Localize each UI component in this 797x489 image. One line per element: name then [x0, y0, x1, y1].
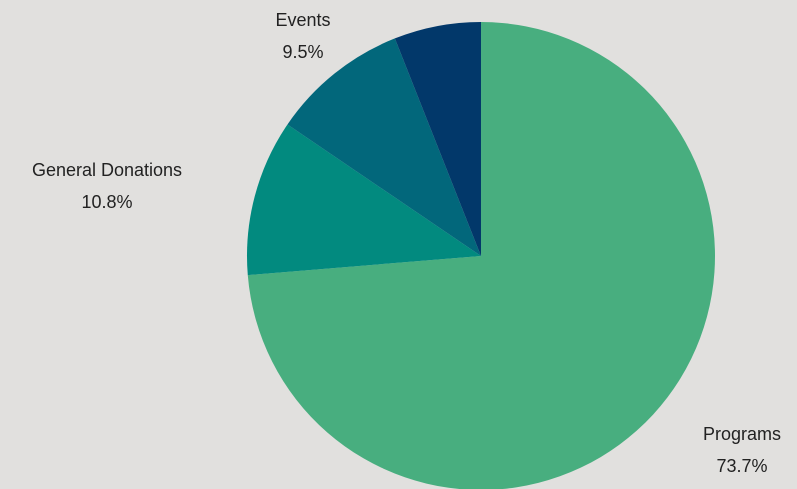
pie-slices — [246, 22, 715, 489]
slice-percent-label: 10.8% — [81, 192, 132, 212]
slice-label: Events — [275, 10, 330, 30]
slice-label: Programs — [703, 424, 781, 444]
slice-percent-label: 73.7% — [716, 456, 767, 476]
pie-labels: Programs 73.7% General Donations 10.8% Event… — [32, 10, 781, 476]
pie-slice-unlabeled — [394, 22, 481, 256]
slice-label: General Donations — [32, 160, 182, 180]
pie-slice-events — [287, 38, 481, 257]
slice-percent-label: 9.5% — [282, 42, 323, 62]
pie-slice-programs — [247, 22, 715, 489]
pie-slice-general-donations — [246, 124, 481, 276]
